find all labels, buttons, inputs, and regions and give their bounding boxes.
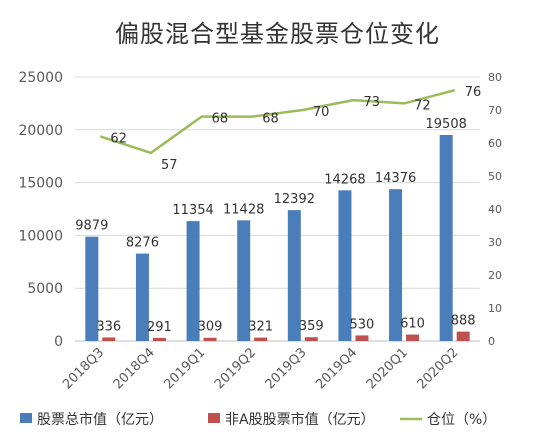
y-left-tick-label: 10000 bbox=[18, 228, 63, 244]
bar-non-a-market-value bbox=[152, 337, 166, 341]
data-label-position: 73 bbox=[363, 95, 380, 110]
y-right-tick-label: 70 bbox=[488, 104, 502, 117]
data-label-non-a: 291 bbox=[147, 320, 172, 335]
data-label-total: 19508 bbox=[426, 117, 467, 132]
y-right-tick-label: 30 bbox=[488, 236, 502, 249]
x-tick-label: 2020Q2 bbox=[414, 345, 461, 392]
data-label-non-a: 321 bbox=[248, 320, 273, 335]
data-label-total: 8276 bbox=[126, 236, 159, 251]
x-tick-label: 2019Q1 bbox=[161, 345, 208, 392]
data-label-non-a: 530 bbox=[350, 317, 375, 332]
bar-total-market-value bbox=[338, 190, 352, 341]
legend-swatch bbox=[208, 413, 220, 423]
y-right-tick-label: 10 bbox=[488, 302, 502, 315]
y-right-tick-label: 20 bbox=[488, 269, 502, 282]
data-label-position: 72 bbox=[414, 98, 431, 113]
bar-non-a-market-value bbox=[304, 337, 318, 341]
y-left-tick-label: 5000 bbox=[27, 281, 63, 297]
bar-total-market-value bbox=[237, 220, 251, 341]
y-left-tick-label: 15000 bbox=[18, 176, 63, 192]
data-label-non-a: 336 bbox=[96, 319, 121, 334]
bar-non-a-market-value bbox=[254, 337, 268, 341]
data-label-non-a: 610 bbox=[400, 317, 425, 332]
bar-total-market-value bbox=[287, 210, 301, 341]
bar-non-a-market-value bbox=[456, 331, 470, 341]
y-right-tick-label: 80 bbox=[488, 71, 502, 84]
y-right-tick-label: 40 bbox=[488, 203, 502, 216]
y-right-tick-label: 0 bbox=[488, 335, 495, 348]
data-label-non-a: 359 bbox=[299, 319, 324, 334]
bar-total-market-value bbox=[85, 236, 99, 341]
data-label-total: 11354 bbox=[172, 203, 213, 218]
data-label-total: 14376 bbox=[375, 171, 416, 186]
chart-title: 偏股混合型基金股票仓位变化 bbox=[115, 20, 440, 48]
bar-non-a-market-value bbox=[355, 335, 369, 341]
bar-non-a-market-value bbox=[406, 334, 420, 341]
legend-label: 仓位（%） bbox=[427, 412, 496, 428]
y-left-tick-label: 20000 bbox=[18, 123, 63, 139]
bar-total-market-value bbox=[389, 189, 403, 341]
data-label-total: 11428 bbox=[223, 202, 264, 217]
data-label-total: 14268 bbox=[324, 172, 365, 187]
legend-label: 股票总市值（亿元） bbox=[37, 411, 163, 428]
x-tick-label: 2018Q3 bbox=[60, 345, 107, 392]
bar-non-a-market-value bbox=[102, 337, 116, 341]
data-label-position: 62 bbox=[110, 131, 127, 146]
x-tick-label: 2018Q4 bbox=[111, 345, 158, 392]
data-label-position: 68 bbox=[262, 112, 279, 127]
x-tick-label: 2020Q1 bbox=[364, 345, 411, 392]
y-left-tick-label: 0 bbox=[54, 334, 63, 350]
data-label-total: 9879 bbox=[75, 219, 108, 234]
legend-label: 非A股股票市值（亿元） bbox=[225, 411, 375, 428]
bar-non-a-market-value bbox=[203, 337, 217, 341]
bar-total-market-value bbox=[135, 253, 149, 341]
y-right-tick-label: 60 bbox=[488, 137, 502, 150]
data-label-non-a: 888 bbox=[451, 314, 476, 329]
data-label-position: 57 bbox=[161, 158, 178, 173]
data-label-position: 68 bbox=[212, 112, 229, 127]
x-tick-label: 2019Q2 bbox=[212, 345, 259, 392]
y-left-tick-label: 25000 bbox=[18, 70, 63, 86]
data-label-position: 70 bbox=[313, 105, 330, 120]
x-tick-label: 2019Q3 bbox=[263, 345, 310, 392]
data-label-position: 76 bbox=[465, 85, 482, 100]
legend-swatch bbox=[20, 413, 32, 423]
data-label-total: 12392 bbox=[274, 192, 315, 207]
bar-total-market-value bbox=[439, 134, 453, 341]
data-label-non-a: 309 bbox=[198, 320, 223, 335]
y-right-tick-label: 50 bbox=[488, 170, 502, 183]
x-tick-label: 2019Q4 bbox=[313, 345, 360, 392]
position-line bbox=[99, 88, 456, 155]
bar-total-market-value bbox=[186, 221, 200, 341]
